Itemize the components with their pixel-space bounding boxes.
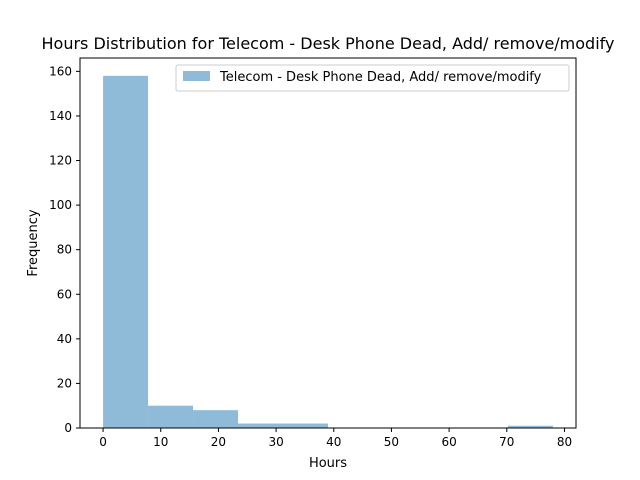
y-tick-label: 140 xyxy=(49,109,72,123)
legend-swatch xyxy=(183,71,210,81)
y-tick-label: 80 xyxy=(57,243,72,257)
legend-label: Telecom - Desk Phone Dead, Add/ remove/m… xyxy=(219,70,542,85)
x-tick-label: 10 xyxy=(153,435,168,449)
histogram-bar xyxy=(507,425,553,428)
y-tick-label: 100 xyxy=(49,198,72,212)
y-tick-label: 0 xyxy=(64,421,72,435)
x-tick-label: 50 xyxy=(384,435,399,449)
y-tick-label: 20 xyxy=(57,376,72,390)
x-tick-label: 40 xyxy=(326,435,341,449)
y-tick-label: 40 xyxy=(57,332,72,346)
histogram-bar xyxy=(193,410,239,428)
y-tick-label: 120 xyxy=(49,154,72,168)
plot-frame xyxy=(79,57,577,429)
x-tick-label: 60 xyxy=(441,435,456,449)
x-tick-label: 70 xyxy=(499,435,514,449)
x-tick-label: 0 xyxy=(99,435,107,449)
x-tick-label: 80 xyxy=(557,435,572,449)
x-axis-label: Hours xyxy=(309,456,347,471)
histogram-bar xyxy=(148,405,194,428)
x-tick-label: 20 xyxy=(211,435,226,449)
y-tick-label: 160 xyxy=(49,64,72,78)
y-axis-label: Frequency xyxy=(26,209,41,276)
y-tick-label: 60 xyxy=(57,287,72,301)
histogram-bar xyxy=(103,75,149,428)
x-tick-label: 30 xyxy=(268,435,283,449)
legend-box xyxy=(175,64,570,92)
legend: Telecom - Desk Phone Dead, Add/ remove/m… xyxy=(175,64,570,92)
chart-title: Hours Distribution for Telecom - Desk Ph… xyxy=(42,34,615,53)
histogram-bar xyxy=(283,423,328,428)
histogram-bar xyxy=(238,423,284,428)
